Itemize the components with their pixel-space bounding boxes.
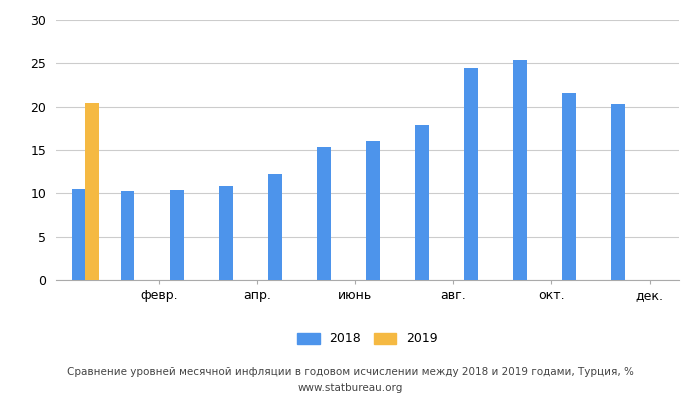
Bar — [562, 93, 576, 280]
Bar — [611, 104, 625, 280]
Bar — [415, 125, 429, 280]
Bar — [366, 141, 380, 280]
Bar — [121, 191, 134, 280]
Bar — [85, 103, 99, 280]
Bar — [317, 146, 330, 280]
Bar — [464, 68, 478, 280]
Bar — [219, 186, 232, 280]
Bar — [71, 189, 85, 280]
Text: Сравнение уровней месячной инфляции в годовом исчислении между 2018 и 2019 годам: Сравнение уровней месячной инфляции в го… — [66, 367, 634, 377]
Bar — [170, 190, 183, 280]
Legend: 2018, 2019: 2018, 2019 — [290, 326, 444, 352]
Bar — [513, 60, 527, 280]
Text: www.statbureau.org: www.statbureau.org — [298, 383, 402, 393]
Bar — [268, 174, 281, 280]
